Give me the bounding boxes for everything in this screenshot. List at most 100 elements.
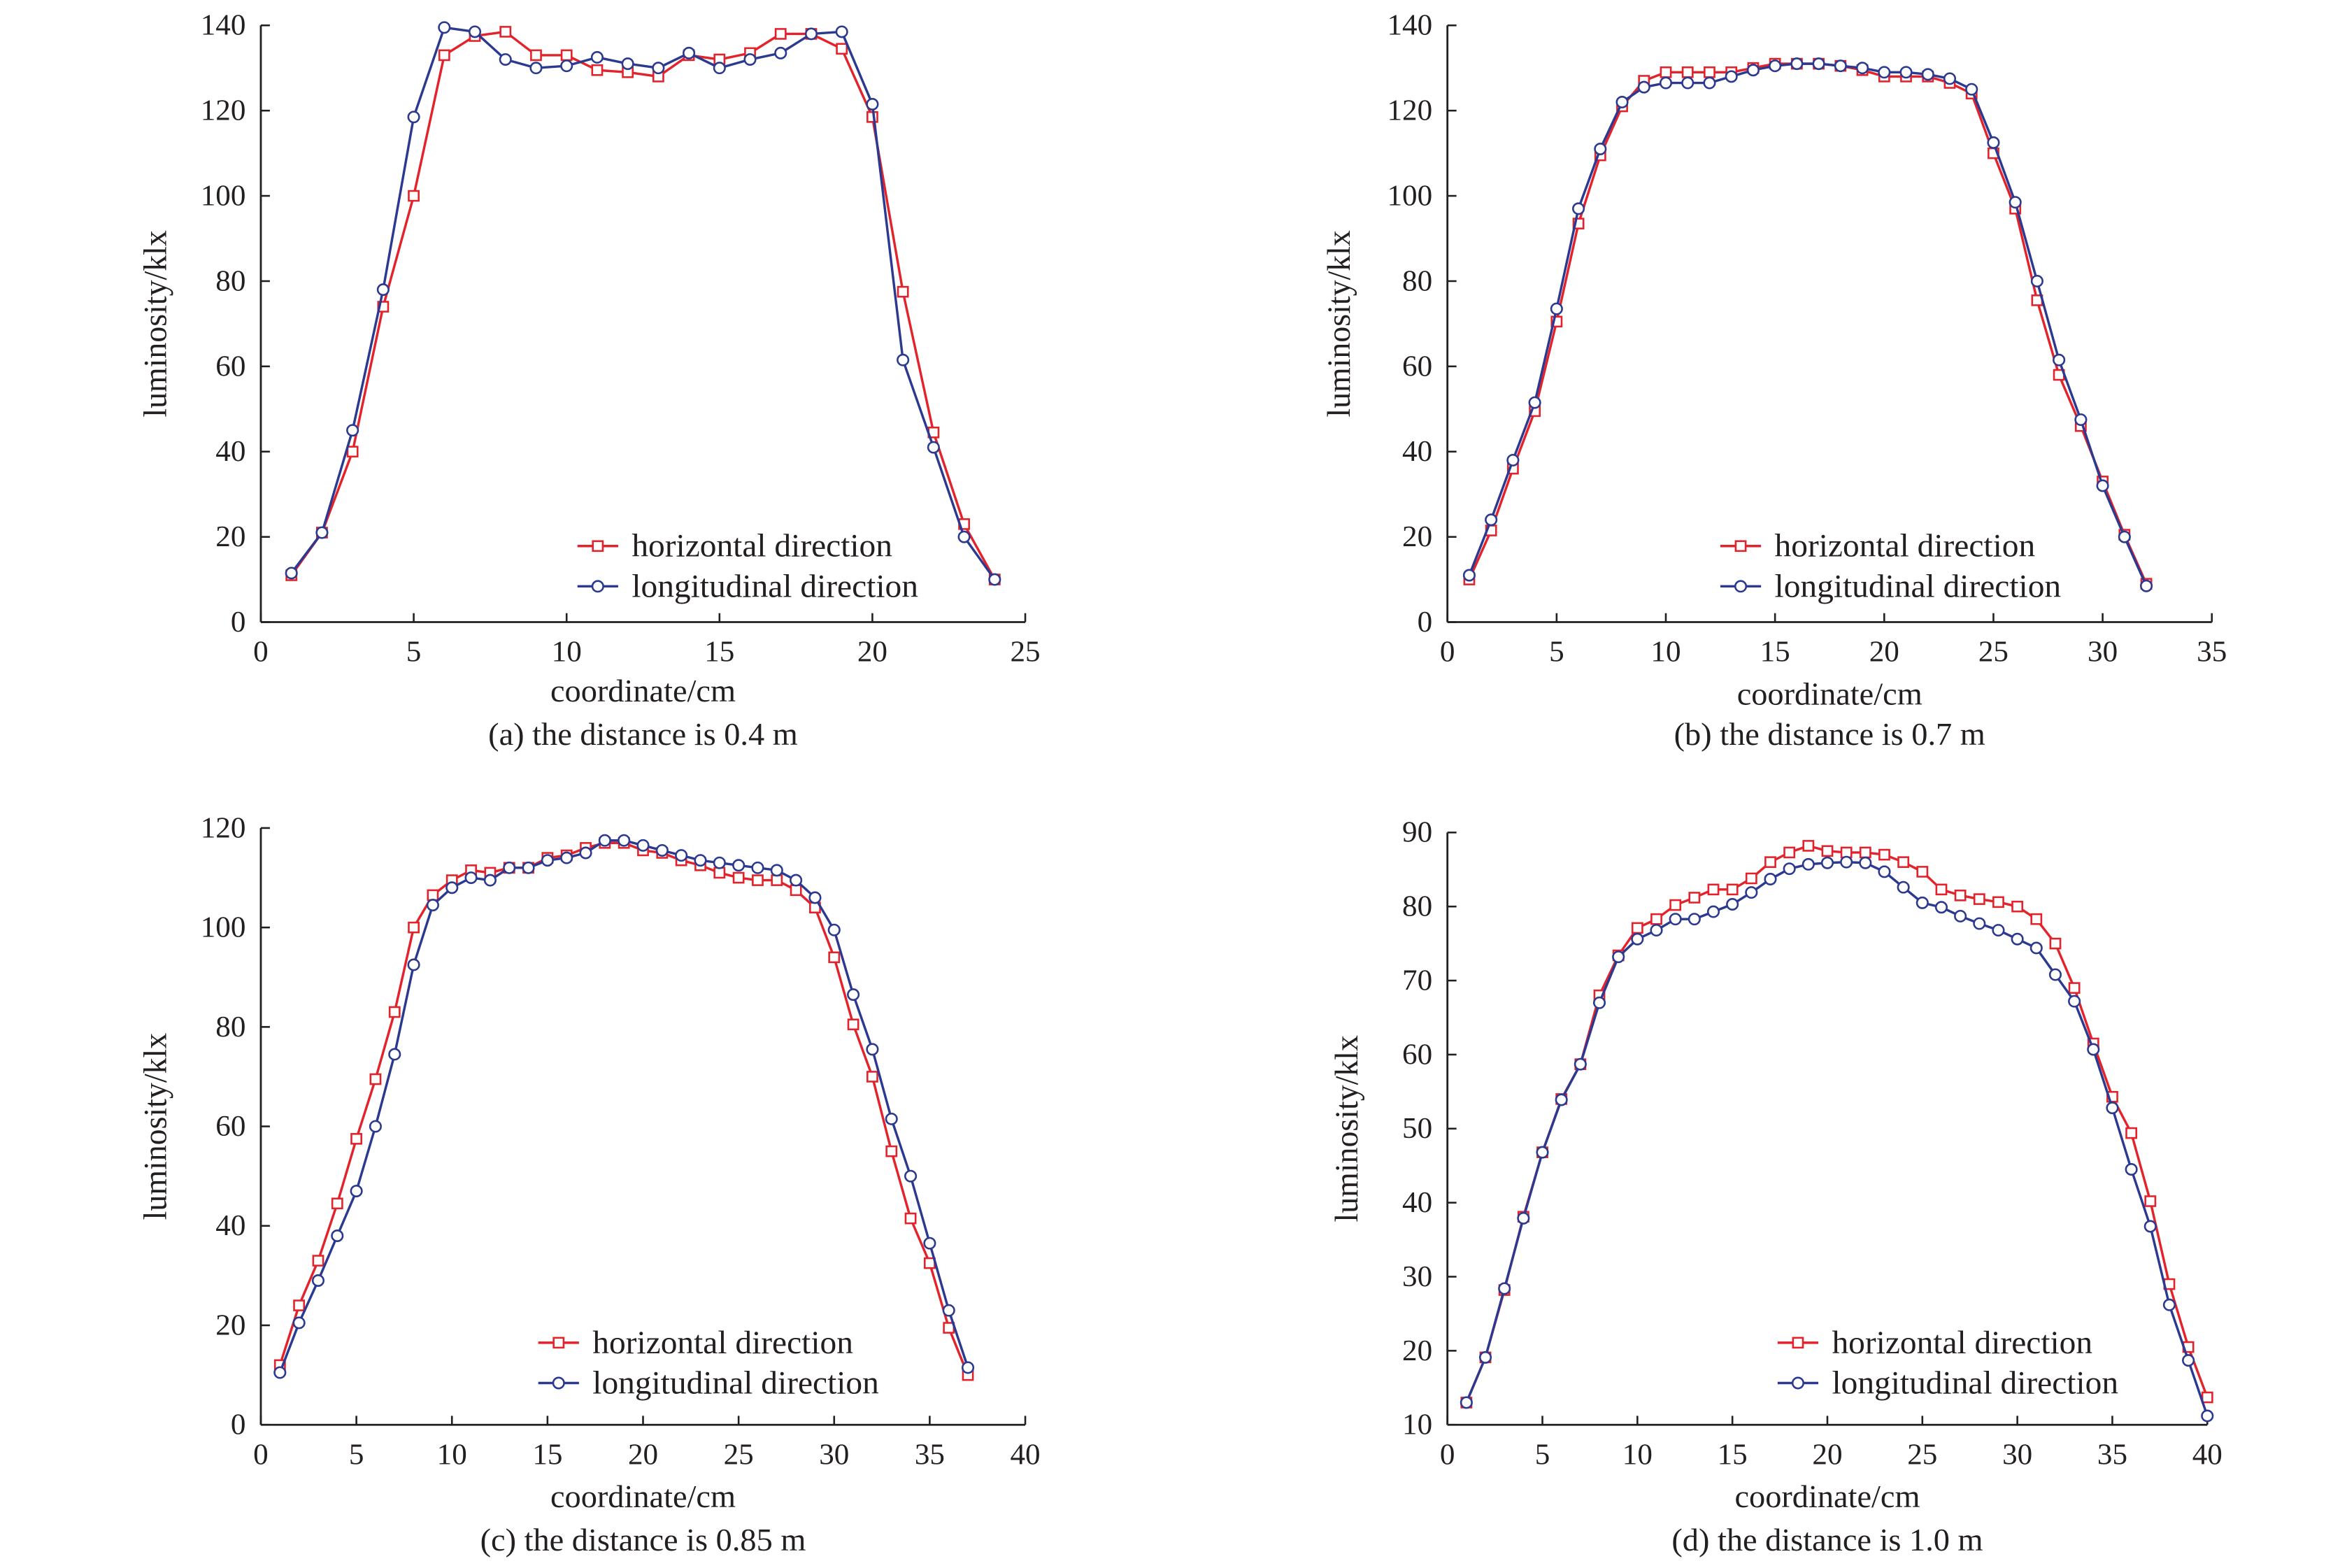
legend-label-horizontal-direction: horizontal direction [632, 528, 892, 564]
data-point-horizontal-direction [427, 889, 439, 901]
series-longitudinal-direction [1462, 57, 2153, 592]
data-point-horizontal-direction [1935, 883, 1948, 896]
data-point-horizontal-direction [591, 64, 604, 76]
data-point-longitudinal-direction [1555, 1093, 1568, 1106]
y-tick-label: 70 [1402, 964, 1432, 997]
data-point-longitudinal-direction [2125, 1163, 2138, 1176]
y-tick-label: 60 [1402, 350, 1432, 383]
x-axis-label: coordinate/cm [1737, 676, 1922, 712]
data-point-longitudinal-direction [499, 53, 512, 66]
data-point-longitudinal-direction [464, 871, 478, 884]
y-tick-label: 10 [1402, 1409, 1432, 1441]
data-point-longitudinal-direction [1637, 80, 1650, 94]
y-tick-label: 0 [231, 1409, 246, 1441]
chart-panel-a: 0 5 10 15 20 25 0 20 40 60 80 100 120 140 coordinate/c… [137, 9, 1040, 752]
data-point-horizontal-direction [2068, 982, 2081, 994]
x-tick-label: 20 [1869, 636, 1899, 669]
data-point-longitudinal-direction [2201, 1409, 2214, 1423]
data-point-horizontal-direction [2030, 913, 2043, 925]
data-point-longitudinal-direction [1856, 62, 1869, 75]
data-point-longitudinal-direction [790, 874, 803, 887]
legend-label-longitudinal-direction: longitudinal direction [632, 568, 918, 604]
data-point-longitudinal-direction [541, 854, 554, 867]
data-point-longitudinal-direction [1992, 924, 2005, 937]
y-axis-label: luminosity/klx [1329, 1035, 1364, 1222]
y-tick-label: 120 [201, 94, 246, 127]
x-tick-label: 0 [253, 636, 269, 669]
x-tick-label: 10 [1622, 1439, 1653, 1471]
data-point-horizontal-direction [828, 951, 841, 964]
data-point-longitudinal-direction [2118, 530, 2131, 543]
y-tick-label: 40 [1402, 435, 1432, 468]
chart-panel-b: 0 5 10 15 20 25 30 35 0 20 40 60 80 100 120 140 coordina… [1321, 9, 2227, 752]
data-point-longitudinal-direction [2011, 932, 2024, 946]
data-point-longitudinal-direction [1615, 96, 1629, 108]
series-line-longitudinal-direction [278, 839, 969, 1374]
data-point-longitudinal-direction [1934, 901, 1948, 914]
data-point-longitudinal-direction [438, 21, 451, 34]
data-point-longitudinal-direction [1783, 862, 1796, 876]
legend-label-longitudinal-direction: longitudinal direction [592, 1365, 879, 1402]
data-point-longitudinal-direction [1764, 873, 1777, 885]
data-point-longitudinal-direction [1726, 898, 1739, 911]
data-point-horizontal-direction [2011, 900, 2024, 913]
y-tick-label: 100 [201, 911, 246, 944]
data-point-horizontal-direction [1660, 66, 1672, 78]
series-line-horizontal-direction [278, 841, 969, 1376]
data-point-longitudinal-direction [866, 98, 879, 111]
y-tick-label: 100 [1387, 180, 1432, 213]
y-tick-label: 20 [215, 1309, 245, 1342]
legend-marker-horizontal-direction [1734, 540, 1747, 553]
data-point-longitudinal-direction [1688, 913, 1701, 926]
data-point-horizontal-direction [1878, 848, 1890, 861]
data-point-longitudinal-direction [885, 1112, 898, 1125]
series-longitudinal-direction [285, 21, 1001, 586]
legend: horizontal direction longitudinal directi… [1720, 528, 2061, 604]
data-point-horizontal-direction [897, 285, 909, 298]
data-point-horizontal-direction [771, 874, 783, 886]
data-point-horizontal-direction [1707, 883, 1720, 896]
data-point-longitudinal-direction [1769, 59, 1782, 73]
y-tick-label: 20 [1402, 1334, 1432, 1367]
data-point-longitudinal-direction [1897, 881, 1910, 894]
data-point-horizontal-direction [2049, 937, 2062, 950]
legend-label-horizontal-direction: horizontal direction [592, 1325, 853, 1361]
data-point-longitudinal-direction [311, 1274, 325, 1287]
data-point-longitudinal-direction [751, 861, 764, 874]
data-point-horizontal-direction [1954, 889, 1967, 901]
data-point-longitudinal-direction [1506, 453, 1520, 466]
data-point-longitudinal-direction [468, 25, 482, 38]
y-axis-label: luminosity/klx [137, 1033, 173, 1220]
x-tick-label: 0 [1440, 636, 1455, 669]
data-point-horizontal-direction [1704, 66, 1715, 78]
x-tick-label: 25 [724, 1439, 754, 1471]
data-point-longitudinal-direction [621, 57, 634, 71]
data-point-horizontal-direction [369, 1073, 382, 1085]
x-tick-label: 20 [1812, 1439, 1842, 1471]
x-tick-label: 25 [1907, 1439, 1937, 1471]
y-tick-label: 120 [201, 812, 246, 845]
legend-marker-longitudinal-direction [591, 580, 604, 593]
legend-marker-longitudinal-direction [552, 1376, 565, 1390]
series-line-longitudinal-direction [1468, 62, 2148, 587]
y-tick-label: 20 [1402, 520, 1432, 553]
data-point-longitudinal-direction [636, 839, 650, 852]
x-tick-label: 10 [552, 636, 582, 669]
data-point-longitudinal-direction [369, 1120, 382, 1133]
data-point-longitudinal-direction [445, 881, 459, 895]
data-point-horizontal-direction [1783, 846, 1796, 859]
data-point-longitudinal-direction [1574, 1057, 1587, 1071]
data-point-longitudinal-direction [808, 891, 822, 904]
legend-marker-horizontal-direction [552, 1337, 565, 1349]
data-point-longitudinal-direction [1681, 76, 1695, 90]
data-point-longitudinal-direction [1812, 57, 1825, 71]
data-point-longitudinal-direction [529, 62, 543, 75]
data-point-horizontal-direction [1897, 856, 1910, 868]
series-horizontal-direction [1460, 840, 2213, 1409]
data-point-longitudinal-direction [1987, 136, 2000, 149]
data-point-horizontal-direction [1688, 892, 1701, 904]
data-point-longitudinal-direction [1790, 57, 1804, 71]
data-point-longitudinal-direction [285, 566, 298, 580]
data-point-longitudinal-direction [292, 1316, 306, 1330]
